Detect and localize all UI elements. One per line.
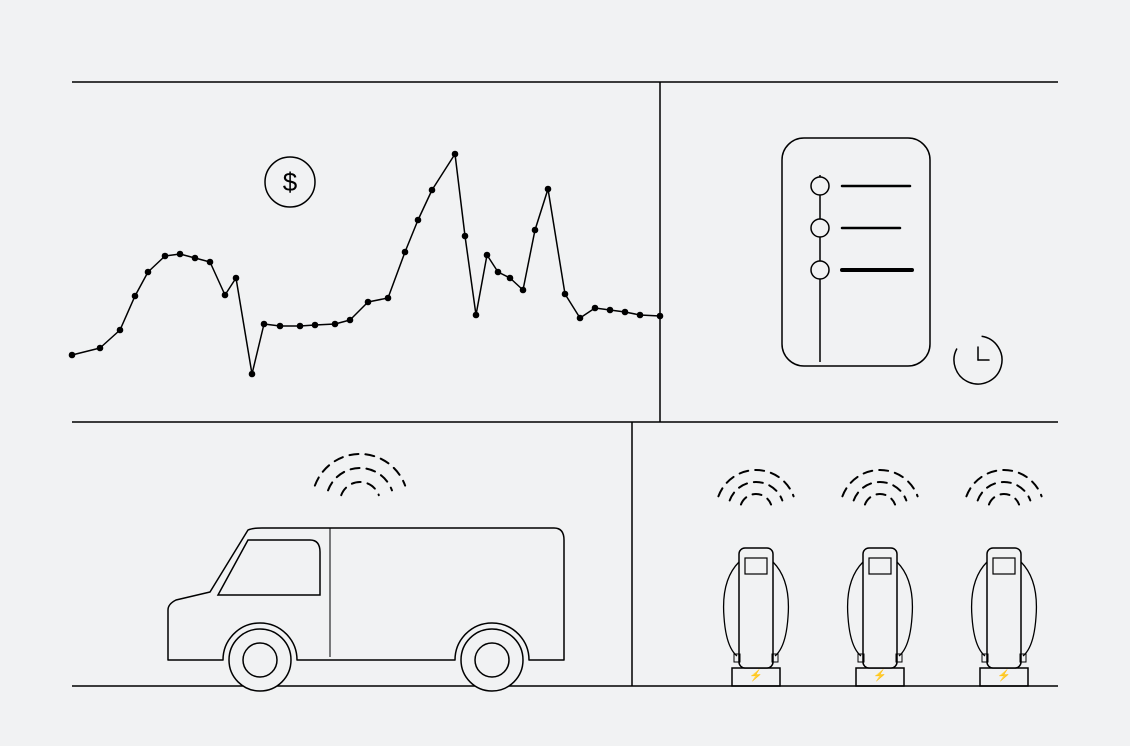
van-illustration xyxy=(72,454,632,691)
price-point xyxy=(484,252,491,259)
price-point xyxy=(462,233,469,240)
signal-arc xyxy=(341,482,379,495)
signal-arc xyxy=(842,470,917,496)
price-point xyxy=(69,352,76,359)
price-point xyxy=(277,323,284,330)
charger-body xyxy=(987,548,1021,668)
signal-arc xyxy=(966,470,1041,496)
timeline-node xyxy=(811,177,829,195)
schedule-panel xyxy=(782,138,1002,384)
price-point xyxy=(297,323,304,330)
timeline-node xyxy=(811,219,829,237)
price-point xyxy=(577,315,584,322)
schedule-card xyxy=(782,138,930,366)
price-point xyxy=(607,307,614,314)
price-point xyxy=(452,151,459,158)
price-point xyxy=(261,321,268,328)
price-point xyxy=(117,327,124,334)
charger-cable xyxy=(1021,562,1036,656)
price-point xyxy=(592,305,599,312)
charger-cable xyxy=(724,562,739,656)
price-point xyxy=(545,186,552,193)
price-line xyxy=(72,154,660,374)
price-point xyxy=(207,259,214,266)
charger-cable xyxy=(897,562,912,656)
price-point xyxy=(415,217,422,224)
charger-body xyxy=(863,548,897,668)
price-point xyxy=(97,345,104,352)
chargers-illustration: ⚡ ⚡ ⚡ xyxy=(632,470,1058,686)
price-point xyxy=(177,251,184,258)
signal-arc xyxy=(989,494,1019,505)
price-point xyxy=(385,295,392,302)
price-chart: $ xyxy=(69,151,664,378)
dollar-glyph: $ xyxy=(283,167,298,197)
price-point xyxy=(495,269,502,276)
price-point xyxy=(347,317,354,324)
price-point xyxy=(162,253,169,260)
price-point xyxy=(507,275,514,282)
price-point xyxy=(429,187,436,194)
van-wheel xyxy=(461,629,523,691)
bolt-icon: ⚡ xyxy=(997,669,1011,682)
signal-arc xyxy=(718,470,793,496)
price-point xyxy=(145,269,152,276)
van-wheel xyxy=(229,629,291,691)
price-point xyxy=(233,275,240,282)
price-point xyxy=(249,371,256,378)
signal-arc xyxy=(730,482,783,500)
signal-arc xyxy=(328,468,392,490)
bolt-icon: ⚡ xyxy=(873,669,887,682)
bolt-icon: ⚡ xyxy=(749,669,763,682)
signal-arc xyxy=(865,494,895,505)
van-window xyxy=(218,540,320,595)
price-point xyxy=(532,227,539,234)
price-point xyxy=(637,312,644,319)
price-point xyxy=(657,313,664,320)
price-point xyxy=(622,309,629,316)
signal-arc xyxy=(315,454,405,486)
price-point xyxy=(402,249,409,256)
signal-arc xyxy=(978,482,1031,500)
price-point xyxy=(473,312,480,319)
price-point xyxy=(312,322,319,329)
charger-body xyxy=(739,548,773,668)
charger-cable xyxy=(848,562,863,656)
charger-cable xyxy=(972,562,987,656)
price-point xyxy=(192,255,199,262)
signal-arc xyxy=(741,494,771,505)
price-point xyxy=(365,299,372,306)
signal-arc xyxy=(854,482,907,500)
price-point xyxy=(562,291,569,298)
price-point xyxy=(332,321,339,328)
price-point xyxy=(520,287,527,294)
price-point xyxy=(132,293,139,300)
price-point xyxy=(222,292,229,299)
timeline-node xyxy=(811,261,829,279)
charger-cable xyxy=(773,562,788,656)
